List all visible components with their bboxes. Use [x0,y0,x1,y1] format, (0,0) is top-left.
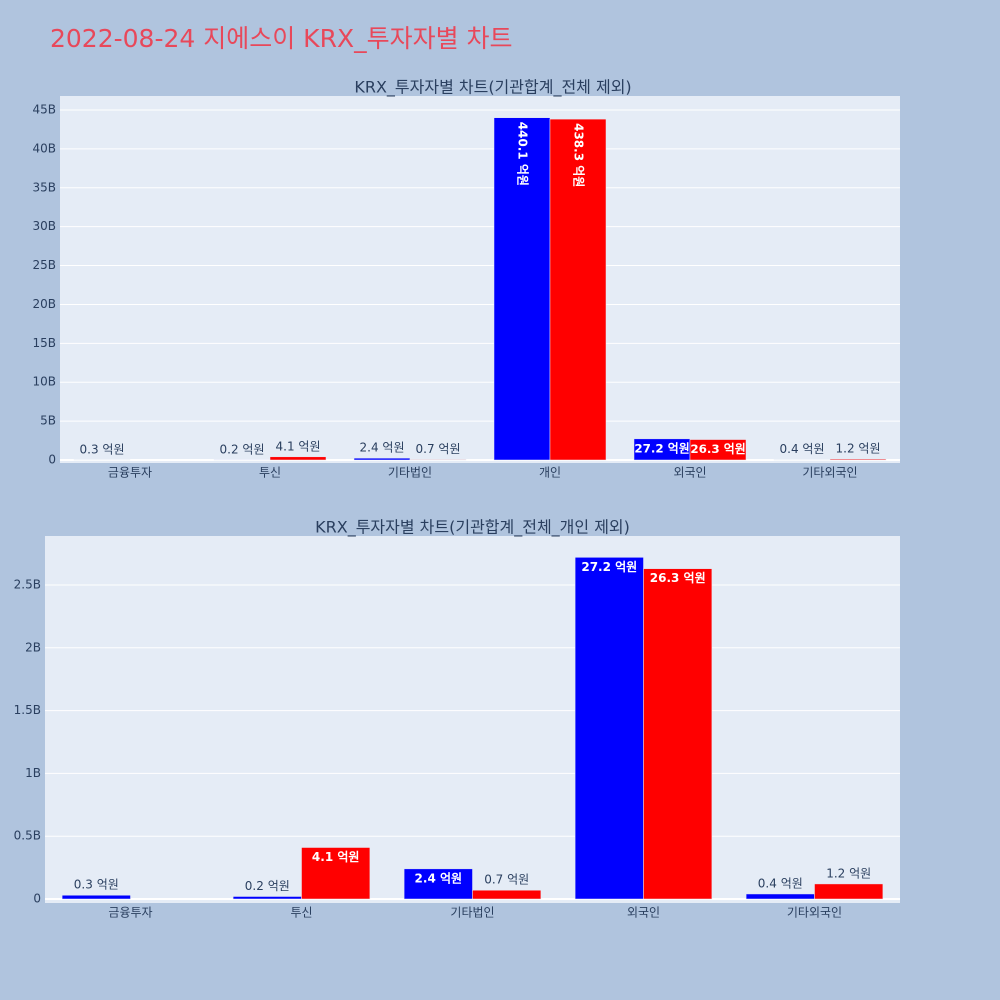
bar [814,883,884,900]
bar [403,868,473,900]
x-tick-label: 기타외국인 [787,906,842,920]
value-label: 26.3 억원 [650,571,706,585]
bar [353,457,411,461]
y-tick-label: 5B [40,414,56,428]
value-label: 26.3 억원 [690,442,745,456]
y-tick-label: 2.5B [14,577,41,591]
page-title: 2022-08-24 지에스이 KRX_투자자별 차트 [50,24,513,53]
value-label: 0.2 억원 [245,879,290,893]
value-label: 4.1 억원 [312,850,360,864]
bar [574,557,644,900]
bar [232,896,302,900]
value-label: 438.3 억원 [572,123,586,187]
value-label: 27.2 억원 [581,560,637,574]
x-tick-label: 투신 [259,466,281,480]
value-label: 4.1 억원 [276,439,321,453]
value-label: 1.2 억원 [836,442,881,456]
value-label: 0.3 억원 [74,878,119,892]
bar [409,459,467,461]
x-tick-label: 투신 [290,906,312,920]
y-tick-label: 30B [32,219,56,233]
subplot-title: KRX_투자자별 차트(기관합계_전체 제외) [354,78,631,98]
y-tick-label: 15B [32,336,56,350]
y-tick-label: 35B [32,180,56,194]
plot-area [45,536,900,903]
value-label: 0.4 억원 [758,876,803,890]
bar [493,117,551,461]
bar [689,439,747,461]
y-tick-label: 0 [48,453,56,467]
x-tick-label: 개인 [539,466,561,480]
plot-area [60,96,900,463]
value-label: 0.7 억원 [484,873,529,887]
value-label: 440.1 억원 [516,122,530,186]
value-label: 0.2 억원 [220,442,265,456]
y-tick-label: 45B [32,103,56,117]
value-label: 0.4 억원 [780,442,825,456]
y-tick-label: 1.5B [14,703,41,717]
bar [549,118,607,461]
x-tick-label: 기타법인 [388,466,432,480]
value-label: 1.2 억원 [826,866,871,880]
y-tick-label: 20B [32,297,56,311]
y-tick-label: 0.5B [14,829,41,843]
x-tick-label: 금융투자 [108,906,152,920]
value-label: 2.4 억원 [360,441,405,455]
y-tick-label: 0 [33,892,41,906]
x-tick-label: 외국인 [673,466,706,480]
x-tick-label: 외국인 [627,906,660,920]
bar [829,458,887,461]
bar [472,889,542,900]
bar [745,893,815,900]
x-tick-label: 금융투자 [108,466,152,480]
value-label: 27.2 억원 [634,441,689,455]
value-label: 2.4 억원 [415,871,463,885]
y-tick-label: 1B [25,766,41,780]
y-tick-label: 10B [32,375,56,389]
bar [269,456,327,461]
x-tick-label: 기타법인 [450,906,494,920]
y-tick-label: 40B [32,141,56,155]
bar [643,568,713,900]
bar [61,894,131,900]
y-tick-label: 2B [25,640,41,654]
value-label: 0.7 억원 [416,442,461,456]
bar [301,847,371,900]
value-label: 0.3 억원 [80,442,125,456]
y-tick-label: 25B [32,258,56,272]
x-tick-label: 기타외국인 [802,466,857,480]
subplot-title: KRX_투자자별 차트(기관합계_전체_개인 제외) [315,518,630,538]
